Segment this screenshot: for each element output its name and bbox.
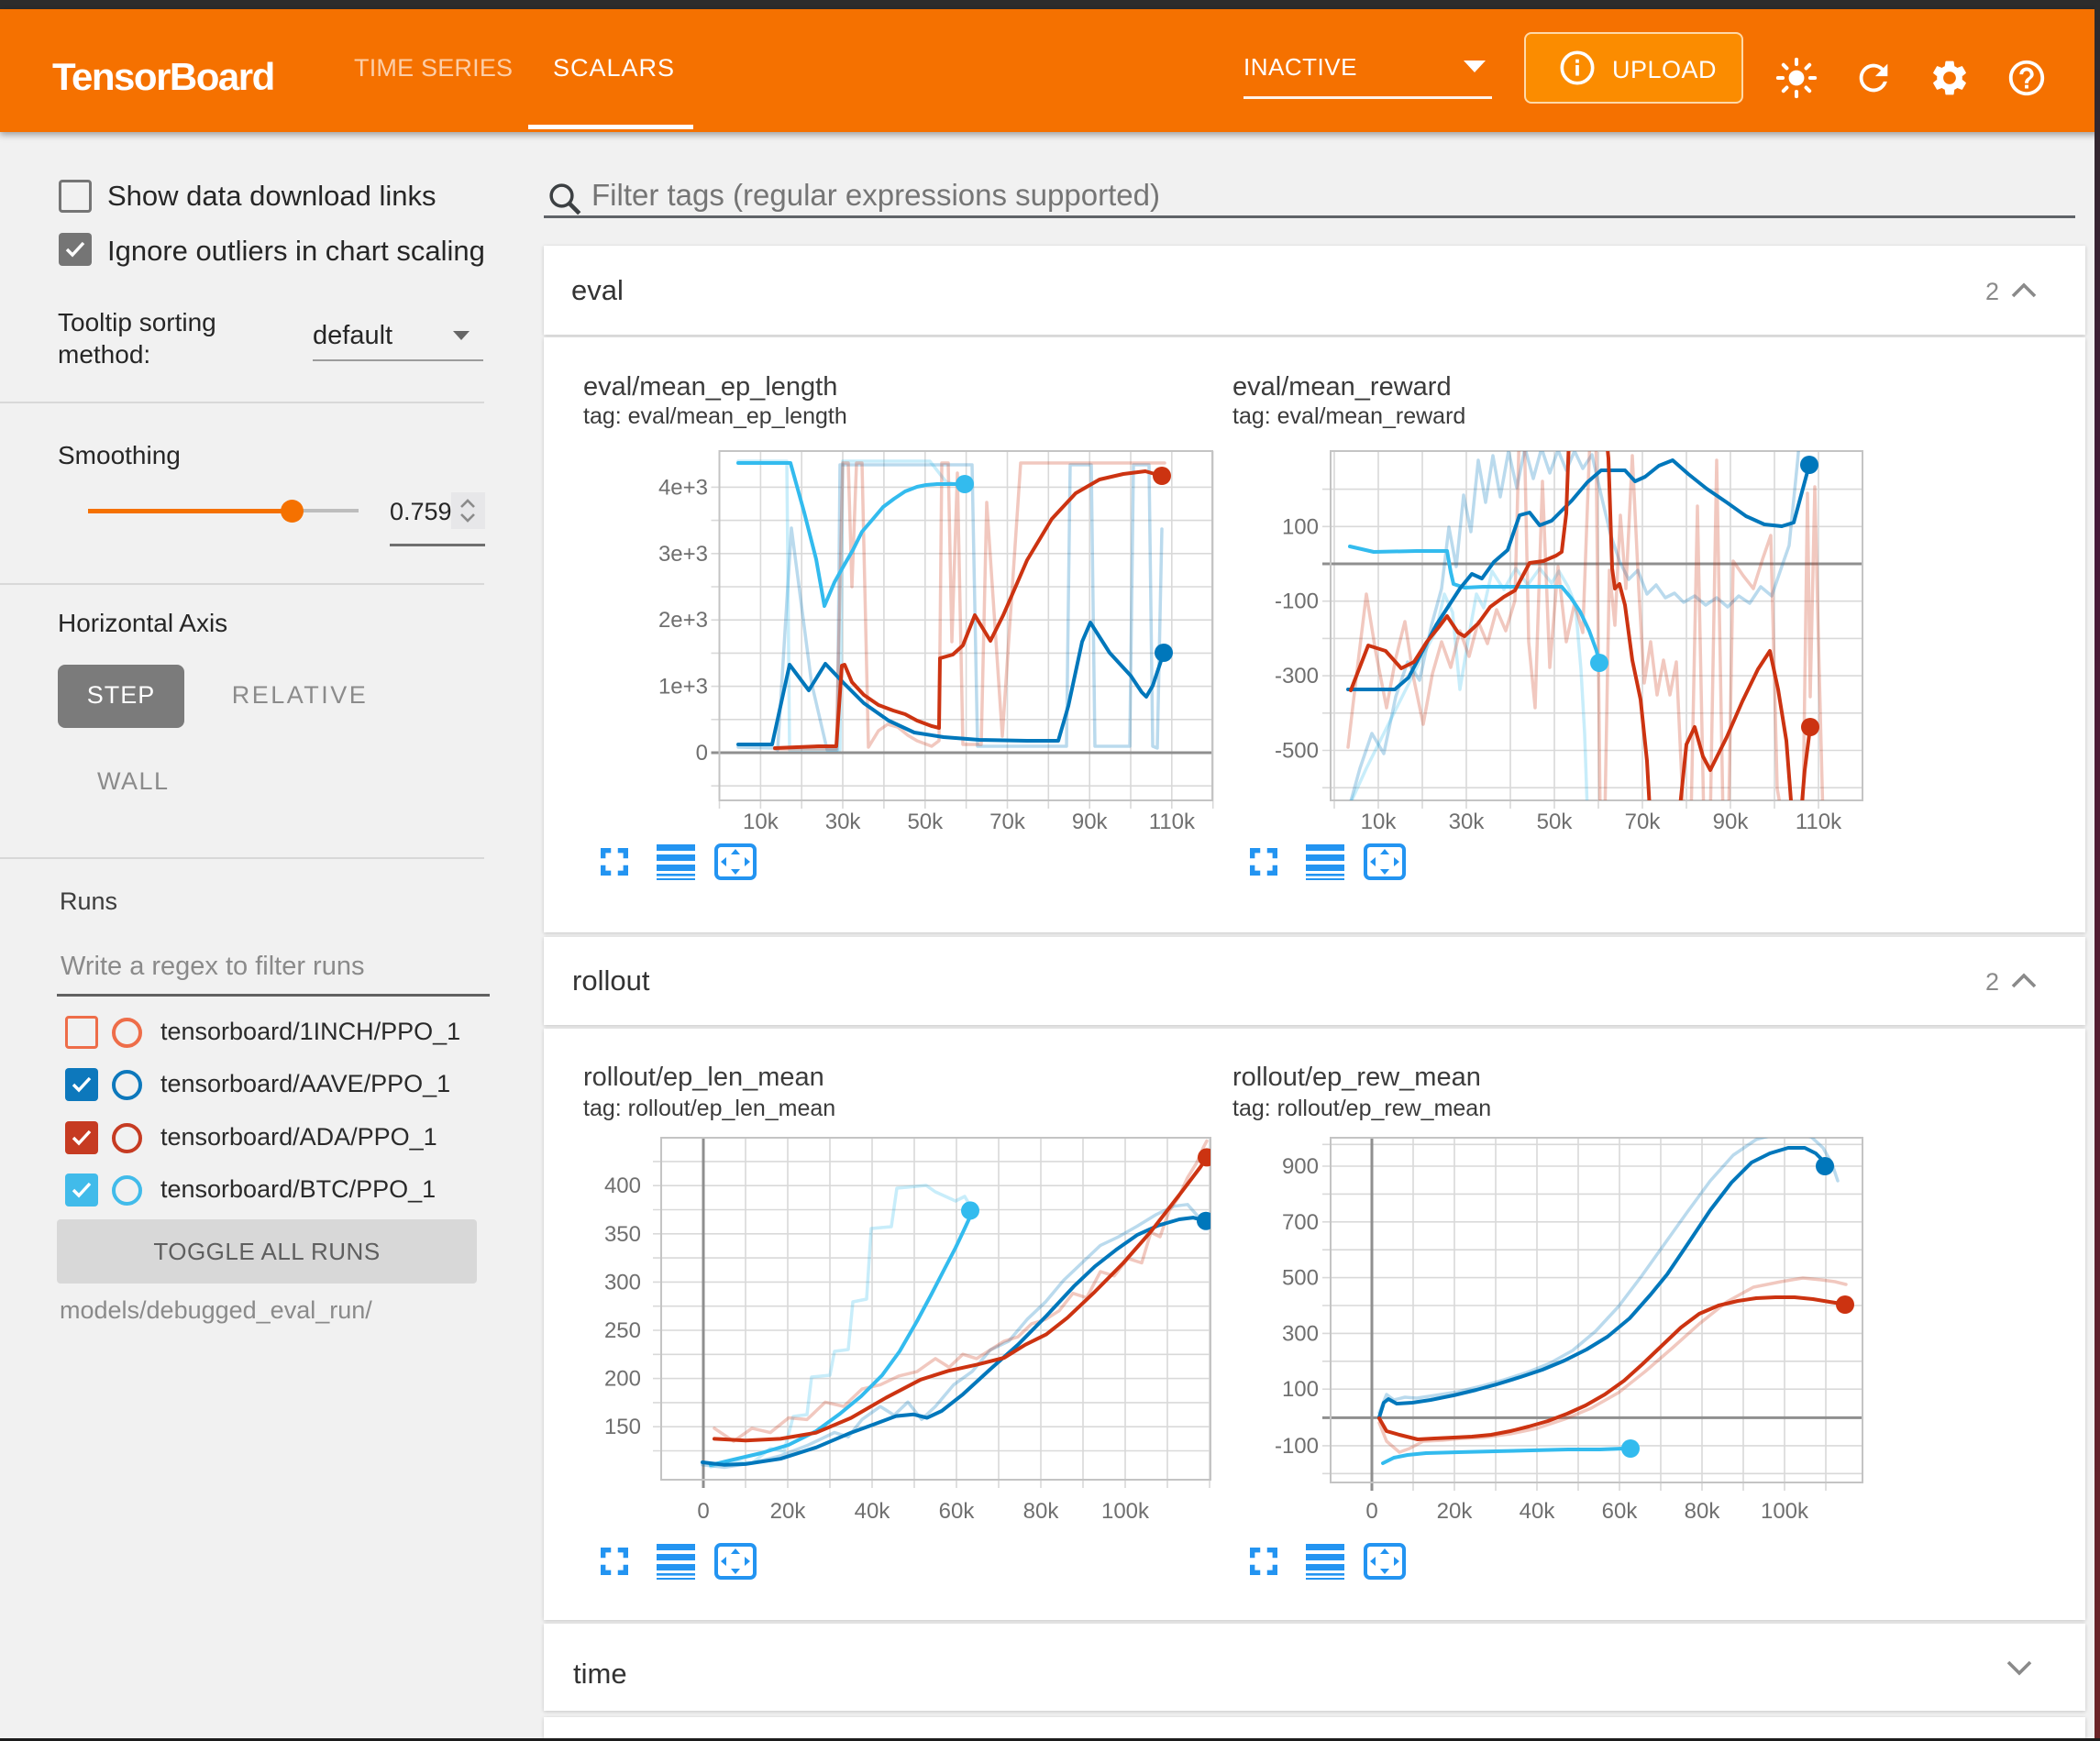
svg-text:30k: 30k bbox=[825, 810, 862, 834]
svg-text:250: 250 bbox=[604, 1318, 641, 1343]
svg-text:0: 0 bbox=[696, 741, 708, 766]
svg-text:4e+3: 4e+3 bbox=[658, 475, 708, 500]
svg-text:300: 300 bbox=[604, 1270, 641, 1295]
svg-text:30k: 30k bbox=[1449, 810, 1486, 834]
svg-text:-500: -500 bbox=[1275, 739, 1319, 764]
svg-text:40k: 40k bbox=[1520, 1499, 1556, 1524]
svg-text:60k: 60k bbox=[1602, 1499, 1639, 1524]
svg-text:20k: 20k bbox=[770, 1499, 807, 1524]
svg-text:3e+3: 3e+3 bbox=[658, 542, 708, 567]
svg-text:150: 150 bbox=[604, 1415, 641, 1439]
svg-text:70k: 70k bbox=[989, 810, 1026, 834]
svg-text:1e+3: 1e+3 bbox=[658, 675, 708, 700]
svg-text:90k: 90k bbox=[1713, 810, 1750, 834]
svg-text:500: 500 bbox=[1282, 1266, 1319, 1291]
svg-text:900: 900 bbox=[1282, 1154, 1319, 1179]
svg-text:100: 100 bbox=[1282, 1377, 1319, 1402]
svg-text:700: 700 bbox=[1282, 1210, 1319, 1235]
svg-text:80k: 80k bbox=[1023, 1499, 1060, 1524]
svg-text:350: 350 bbox=[604, 1222, 641, 1247]
svg-text:90k: 90k bbox=[1072, 810, 1109, 834]
svg-text:110k: 110k bbox=[1796, 810, 1842, 834]
svg-text:50k: 50k bbox=[1537, 810, 1574, 834]
svg-text:2e+3: 2e+3 bbox=[658, 608, 708, 633]
svg-text:10k: 10k bbox=[1361, 810, 1398, 834]
svg-text:-100: -100 bbox=[1275, 1434, 1319, 1459]
svg-text:20k: 20k bbox=[1437, 1499, 1474, 1524]
svg-text:-100: -100 bbox=[1275, 590, 1319, 614]
svg-text:100k: 100k bbox=[1101, 1499, 1150, 1524]
svg-text:100k: 100k bbox=[1761, 1499, 1809, 1524]
svg-text:70k: 70k bbox=[1625, 810, 1662, 834]
svg-text:60k: 60k bbox=[939, 1499, 976, 1524]
svg-text:80k: 80k bbox=[1685, 1499, 1721, 1524]
svg-text:10k: 10k bbox=[743, 810, 779, 834]
svg-text:110k: 110k bbox=[1149, 810, 1196, 834]
svg-text:300: 300 bbox=[1282, 1321, 1319, 1346]
svg-text:-300: -300 bbox=[1275, 664, 1319, 689]
svg-text:200: 200 bbox=[604, 1367, 641, 1392]
svg-text:100: 100 bbox=[1282, 514, 1319, 539]
svg-text:50k: 50k bbox=[907, 810, 944, 834]
svg-text:40k: 40k bbox=[855, 1499, 891, 1524]
svg-text:400: 400 bbox=[604, 1174, 641, 1198]
svg-text:0: 0 bbox=[697, 1499, 709, 1524]
svg-text:0: 0 bbox=[1365, 1499, 1377, 1524]
